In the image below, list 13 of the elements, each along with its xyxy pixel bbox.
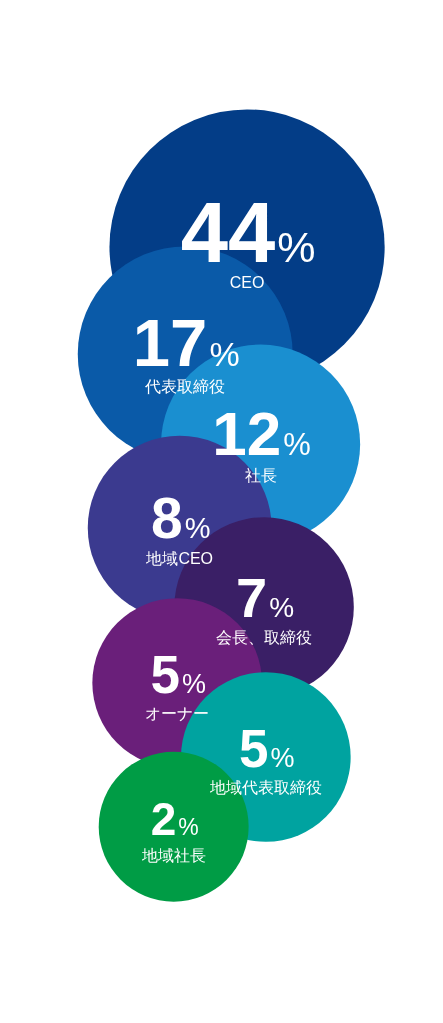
category-label: 社長 <box>244 467 277 485</box>
category-label: 地域代表取締役 <box>208 778 322 796</box>
data-label: 5% <box>150 644 206 704</box>
category-label: 会長、取締役 <box>216 628 313 646</box>
category-label: 代表取締役 <box>144 377 226 395</box>
data-label: 2% <box>150 792 199 845</box>
data-label: 8% <box>150 485 211 550</box>
category-label: オーナー <box>145 704 210 722</box>
data-label: 12% <box>212 399 311 469</box>
data-label: 7% <box>236 565 295 629</box>
category-label: 地域社長 <box>140 846 206 864</box>
data-label: 5% <box>239 718 295 778</box>
category-label: 地域CEO <box>145 549 214 567</box>
